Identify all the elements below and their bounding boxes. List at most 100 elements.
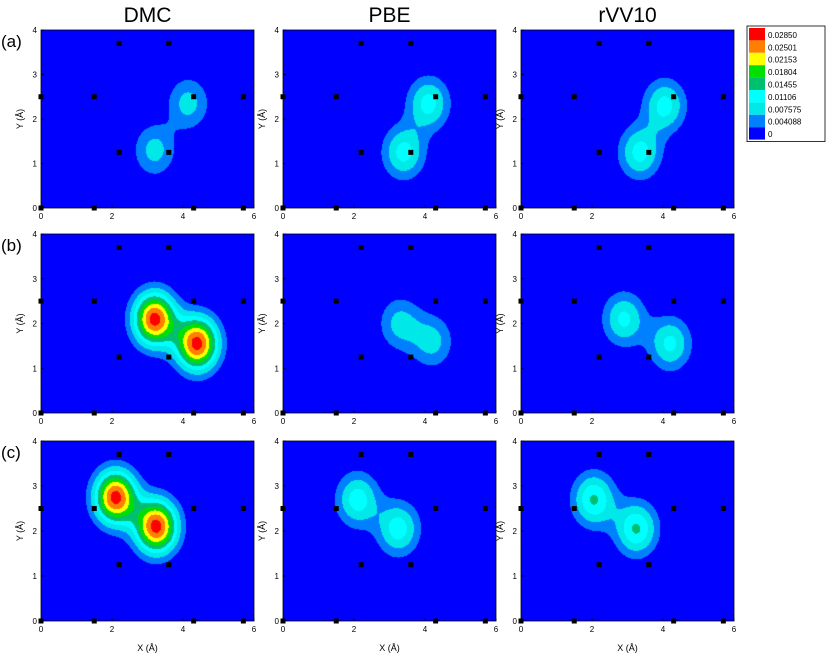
y-tick-label: 4 (275, 437, 280, 446)
y-axis-label: Y (Å) (15, 521, 25, 541)
atom-marker (518, 94, 524, 100)
y-tick-label: 4 (33, 437, 38, 446)
row-label-1: (b) (1, 236, 22, 255)
x-tick-label: 2 (352, 212, 357, 221)
y-tick-label: 0 (513, 204, 518, 213)
panel-a-dmc: 0 1 2 3 4 Y (Å) 0 2 4 6 (15, 26, 257, 221)
y-tick-label: 3 (33, 71, 38, 80)
legend-label: 0.02850 (768, 31, 797, 40)
y-tick-label: 2 (33, 320, 38, 329)
atom-marker (333, 94, 339, 100)
y-tick-label: 0 (275, 409, 280, 418)
y-tick-label: 3 (33, 482, 38, 491)
contour-fill (283, 441, 496, 621)
contour-fill (283, 234, 496, 413)
y-tick-label: 1 (513, 160, 518, 169)
y-axis-label: Y (Å) (257, 109, 267, 129)
y-axis-label: Y (Å) (15, 109, 25, 129)
atom-marker (571, 618, 577, 624)
x-tick-label: 2 (590, 212, 595, 221)
atom-marker (116, 562, 122, 568)
y-tick-label: 3 (275, 71, 280, 80)
y-tick-label: 1 (33, 572, 38, 581)
x-tick-label: 2 (110, 625, 115, 634)
y-tick-label: 3 (513, 71, 518, 80)
y-tick-label: 4 (513, 26, 518, 35)
x-tick-label: 6 (732, 625, 737, 634)
atom-marker (358, 40, 364, 46)
atom-marker (596, 354, 602, 360)
row-label-0: (a) (1, 32, 22, 51)
x-tick-label: 2 (590, 625, 595, 634)
atom-marker (280, 298, 286, 304)
y-tick-label: 0 (33, 409, 38, 418)
y-tick-label: 0 (275, 204, 280, 213)
y-tick-label: 1 (513, 364, 518, 373)
atom-marker (38, 298, 44, 304)
atom-marker (116, 149, 122, 155)
atom-marker (191, 506, 197, 511)
atom-marker (671, 506, 677, 511)
y-tick-label: 2 (513, 115, 518, 124)
atom-marker (433, 618, 439, 624)
y-axis-label: Y (Å) (257, 521, 267, 541)
atom-marker (166, 562, 172, 568)
y-tick-label: 2 (275, 320, 280, 329)
atom-marker (482, 506, 488, 511)
x-tick-label: 4 (661, 625, 666, 634)
y-tick-label: 2 (275, 527, 280, 536)
legend-label: 0.01455 (768, 81, 797, 90)
panel-c-pbe: 0 1 2 3 4 Y (Å) 0 2 4 6 X (Å) (257, 437, 499, 653)
column-title-pbe: PBE (368, 4, 410, 27)
legend-swatch (749, 90, 765, 103)
atom-marker (596, 452, 602, 457)
x-tick-label: 2 (352, 417, 357, 426)
row-label-2: (c) (1, 443, 21, 462)
atom-marker (240, 94, 246, 100)
y-tick-label: 1 (513, 572, 518, 581)
legend-swatch (749, 127, 765, 140)
atom-marker (333, 410, 339, 416)
atom-marker (166, 354, 172, 360)
atom-marker (646, 354, 652, 360)
atom-marker (240, 410, 246, 416)
atom-marker (646, 149, 652, 155)
atom-marker (91, 205, 97, 211)
atom-marker (191, 618, 197, 624)
y-tick-label: 4 (513, 437, 518, 446)
legend-frame (746, 25, 826, 142)
x-tick-label: 2 (110, 417, 115, 426)
legend-swatch (749, 28, 765, 41)
y-axis-label: Y (Å) (15, 313, 25, 333)
atom-marker (671, 410, 677, 416)
legend-swatch (749, 52, 765, 66)
panel-c-dmc: 0 1 2 3 4 Y (Å) 0 2 4 6 X (Å) (15, 437, 257, 653)
x-tick-label: 0 (39, 417, 44, 426)
y-axis-label: Y (Å) (495, 313, 505, 333)
y-tick-label: 1 (275, 572, 280, 581)
atom-marker (720, 618, 726, 624)
atom-marker (280, 94, 286, 100)
y-tick-label: 2 (513, 527, 518, 536)
atom-marker (433, 205, 439, 211)
atom-marker (191, 205, 197, 211)
x-tick-label: 4 (423, 212, 428, 221)
y-tick-label: 4 (275, 26, 280, 35)
atom-marker (408, 244, 414, 250)
y-tick-label: 1 (33, 364, 38, 373)
y-tick-label: 4 (33, 26, 38, 35)
x-tick-label: 0 (281, 212, 286, 221)
x-tick-label: 6 (252, 625, 257, 634)
column-title-dmc: DMC (124, 4, 172, 27)
contour-fill (41, 234, 254, 413)
panel-a-pbe: 0 1 2 3 4 Y (Å) 0 2 4 6 (257, 26, 499, 221)
atom-marker (358, 354, 364, 360)
atom-marker (571, 506, 577, 511)
atom-marker (91, 506, 97, 511)
atom-marker (482, 94, 488, 100)
contour-fill (283, 30, 496, 208)
atom-marker (671, 205, 677, 211)
y-tick-label: 3 (275, 275, 280, 284)
atom-marker (671, 298, 677, 304)
